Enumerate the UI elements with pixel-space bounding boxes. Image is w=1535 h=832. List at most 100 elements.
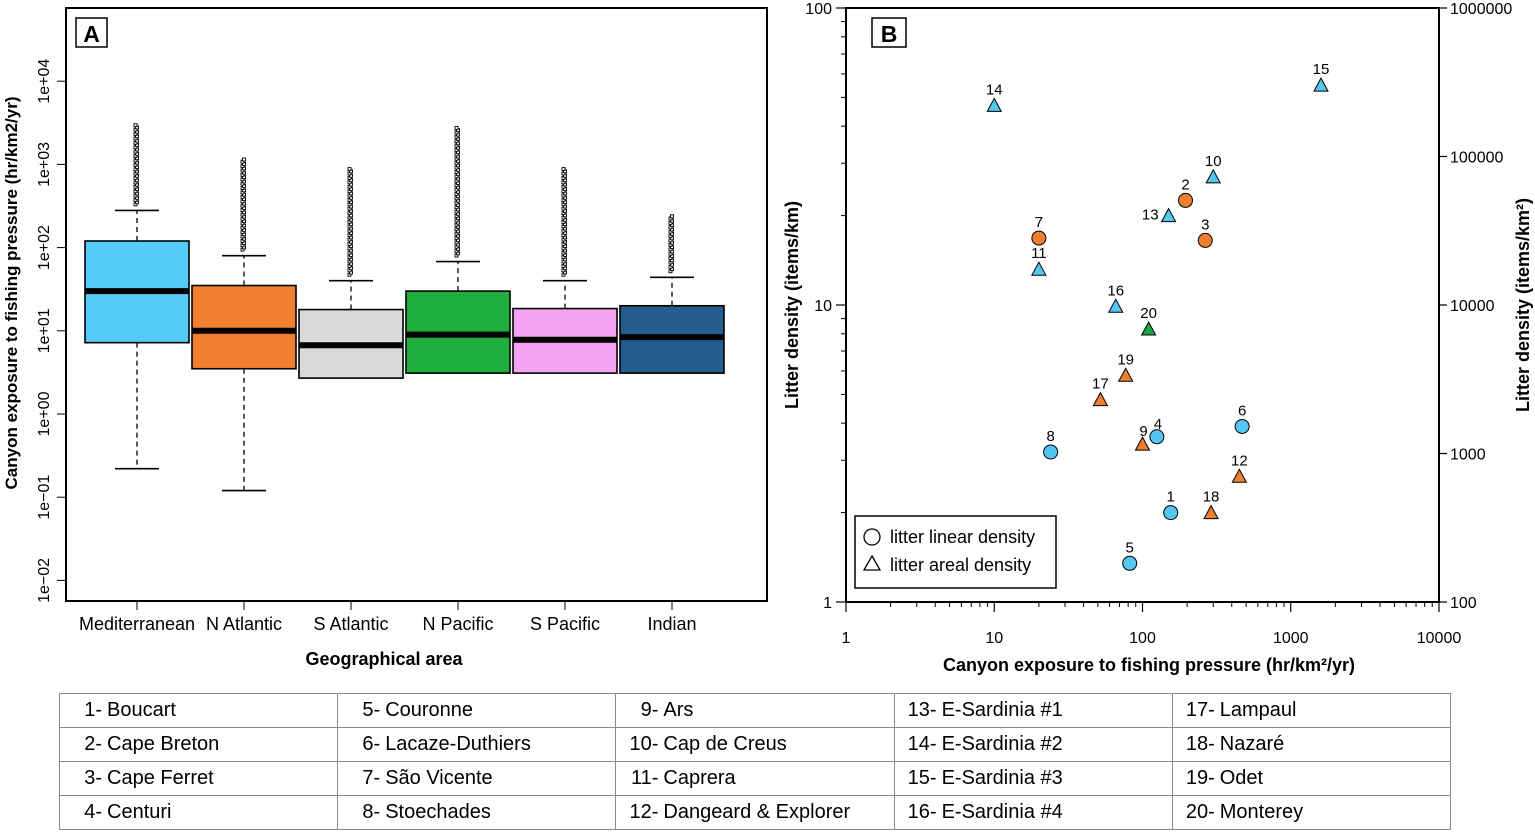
x-tick-label: 10 bbox=[985, 630, 1003, 647]
panel-b-label: B bbox=[881, 21, 898, 47]
site-number: 11- bbox=[630, 767, 659, 789]
site-number: 16- bbox=[907, 801, 937, 823]
site-number: 13- bbox=[907, 699, 937, 721]
x-tick-label: N Pacific bbox=[422, 614, 493, 634]
site-table-cell: 20- Monterey bbox=[1171, 795, 1452, 830]
panel-b-legend: litter linear density litter areal densi… bbox=[854, 515, 1057, 589]
point-label: 12 bbox=[1231, 452, 1248, 469]
site-number: 15- bbox=[907, 767, 937, 789]
site-number: 20- bbox=[1185, 801, 1215, 823]
site-number: 9- bbox=[640, 699, 659, 721]
outlier-point bbox=[133, 123, 138, 128]
point-16 bbox=[1107, 298, 1124, 313]
x-tick-label: 100 bbox=[1129, 630, 1156, 647]
outlier-point bbox=[561, 167, 566, 172]
point-9 bbox=[1134, 436, 1151, 451]
site-name: Cap de Creus bbox=[663, 733, 787, 755]
legend-triangle-label: litter areal density bbox=[890, 555, 1031, 575]
site-table-cell: 7- São Vicente bbox=[337, 761, 617, 796]
outlier-points bbox=[133, 123, 139, 207]
site-name: Lacaze-Duthiers bbox=[385, 733, 531, 755]
point-label: 3 bbox=[1201, 216, 1209, 233]
site-table-row: 2- Cape Breton 6- Lacaze-Duthiers 10- Cap de … bbox=[58, 727, 1452, 762]
site-name: Couronne bbox=[385, 699, 474, 721]
point-label: 2 bbox=[1181, 176, 1189, 193]
panel-a-label-box bbox=[75, 17, 108, 48]
site-number: 3- bbox=[84, 767, 102, 789]
point-label: 19 bbox=[1117, 351, 1134, 368]
panel-b-x-axis-title: Canyon exposure to fishing pressure (hr/… bbox=[943, 655, 1355, 675]
site-table-cell: 6- Lacaze-Duthiers bbox=[337, 727, 617, 762]
site-name: Boucart bbox=[107, 699, 176, 721]
legend-frame bbox=[854, 515, 1057, 589]
site-table-cell: 9- Ars bbox=[615, 693, 895, 728]
x-tick-label: N Atlantic bbox=[206, 614, 282, 634]
panel-a-y-axis: 1e−02 1e−01 1e+00 1e+01 1e+02 1e+03 1e+04 bbox=[36, 59, 67, 603]
y-tick-label: 10 bbox=[814, 298, 832, 315]
panel-b-y-axis-title: Litter density (items/km) bbox=[782, 201, 802, 409]
point-label: 5 bbox=[1126, 539, 1134, 556]
site-name: Caprera bbox=[663, 767, 736, 789]
site-table-cell: 11- Caprera bbox=[615, 761, 895, 796]
point-19 bbox=[1117, 367, 1134, 382]
outlier-point bbox=[454, 125, 459, 130]
site-number: 19- bbox=[1185, 767, 1215, 789]
point-5 bbox=[1122, 555, 1138, 571]
site-number: 2- bbox=[84, 733, 102, 755]
x-tick-label: Indian bbox=[647, 614, 696, 634]
site-number: 10- bbox=[629, 733, 659, 755]
site-table-cell: 15- E-Sardinia #3 bbox=[893, 761, 1173, 796]
point-6 bbox=[1234, 418, 1250, 434]
point-15 bbox=[1313, 77, 1329, 92]
site-number: 18- bbox=[1185, 733, 1215, 755]
site-name: São Vicente bbox=[385, 767, 493, 789]
point-label: 10 bbox=[1205, 153, 1222, 170]
site-name: Centuri bbox=[107, 801, 172, 823]
x-tick-label: 10000 bbox=[1417, 630, 1462, 647]
point-7 bbox=[1031, 230, 1047, 246]
point-4 bbox=[1149, 429, 1165, 445]
point-12 bbox=[1231, 468, 1248, 483]
site-number: 7- bbox=[362, 767, 381, 789]
right-y-tick-label: 10000 bbox=[1450, 298, 1495, 315]
site-number: 1- bbox=[84, 699, 102, 721]
outlier-points bbox=[454, 125, 460, 258]
panel-a-x-axis: Mediterranean N Atlantic S Atlantic N Pacif… bbox=[79, 601, 697, 634]
site-table-cell: 16- E-Sardinia #4 bbox=[893, 795, 1173, 830]
y-tick-label: 100 bbox=[805, 1, 832, 18]
x-tick-label: S Pacific bbox=[530, 614, 600, 634]
site-number: 17- bbox=[1185, 699, 1215, 721]
site-table-cell: 5- Couronne bbox=[337, 693, 617, 728]
right-y-tick-label: 1000000 bbox=[1450, 1, 1512, 18]
outlier-points bbox=[240, 157, 246, 252]
box-n-atlantic bbox=[191, 284, 297, 370]
site-table-cell: 10- Cap de Creus bbox=[615, 727, 895, 762]
point-17 bbox=[1092, 391, 1109, 407]
point-13 bbox=[1160, 207, 1177, 223]
site-table-cell: 4- Centuri bbox=[58, 795, 339, 830]
panel-b-right-y-axis-title: Litter density (items/km²) bbox=[1513, 198, 1533, 412]
site-table-cell: 14- E-Sardinia #2 bbox=[893, 727, 1173, 762]
point-11 bbox=[1031, 261, 1047, 276]
site-name: E-Sardinia #2 bbox=[941, 733, 1063, 755]
outlier-point bbox=[670, 214, 674, 219]
site-table-row: 1- Boucart 5- Couronne 9- Ars 13- E-Sardinia #1… bbox=[58, 693, 1452, 728]
point-10 bbox=[1205, 168, 1222, 184]
site-number: 4- bbox=[84, 801, 102, 823]
point-label: 16 bbox=[1107, 282, 1124, 299]
point-label: 6 bbox=[1238, 402, 1246, 419]
point-label: 17 bbox=[1092, 376, 1109, 393]
site-table-cell: 18- Nazaré bbox=[1171, 727, 1452, 762]
site-name: Stoechades bbox=[385, 801, 491, 823]
point-label: 14 bbox=[986, 81, 1003, 98]
y-tick-label: 1e−01 bbox=[36, 475, 53, 520]
point-label: 11 bbox=[1031, 245, 1047, 262]
point-label: 18 bbox=[1203, 489, 1220, 506]
site-number: 14- bbox=[907, 733, 937, 755]
point-label: 9 bbox=[1139, 423, 1147, 440]
point-8 bbox=[1043, 444, 1059, 460]
site-table-cell: 8- Stoechades bbox=[337, 795, 617, 830]
point-label: 20 bbox=[1140, 305, 1157, 322]
point-2 bbox=[1177, 192, 1193, 208]
